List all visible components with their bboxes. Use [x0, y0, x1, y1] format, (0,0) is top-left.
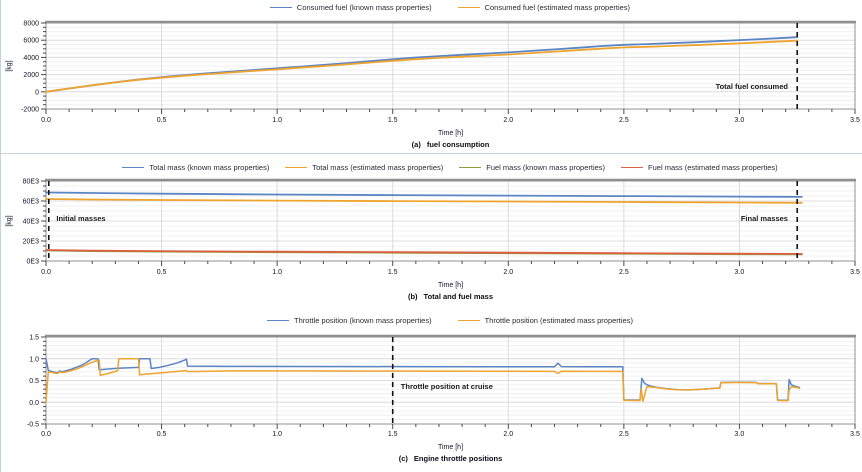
y-tick-label: 4000	[23, 55, 39, 62]
legend-label: Total mass (known mass properties)	[149, 163, 270, 172]
legend-label: Consumed fuel (estimated mass properties…	[484, 3, 631, 12]
chart-caption: (c) Engine throttle positions	[399, 454, 503, 463]
x-tick-label: 1.5	[388, 117, 398, 124]
legend-line-swatch	[285, 167, 308, 168]
y-tick-label: 0E3	[27, 259, 40, 266]
series-line	[45, 249, 803, 255]
y-tick-label: 0.0	[29, 400, 39, 407]
x-tick-label: 3.0	[735, 117, 745, 124]
legend-total-and-fuel-mass: Total mass (known mass properties) Total …	[46, 163, 854, 172]
axis-ticks	[41, 22, 856, 114]
x-tick-label: 0.0	[41, 117, 51, 124]
y-tick-label: 0.5	[29, 378, 39, 385]
x-tick-label: 3.5	[850, 431, 860, 438]
axis-ticks	[41, 180, 856, 266]
y-tick-label: 8000	[23, 21, 39, 28]
x-tick-label: 1.0	[272, 431, 282, 438]
legend-item: Consumed fuel (known mass properties)	[269, 3, 432, 12]
y-tick-label: 60E3	[23, 199, 39, 206]
x-tick-label: 2.0	[503, 269, 513, 276]
legend-line-swatch	[621, 167, 644, 168]
axis-tick-labels: 0.0 0.5 1.0 1.5 2.0 2.5 3.0 3.5-0.50.00.51.01.5	[27, 335, 860, 439]
x-tick-label: 2.5	[619, 431, 629, 438]
chart-engine-throttle-positions: 0.0 0.5 1.0 1.5 2.0 2.5 3.0 3.5-0.50.00.51.01.5…	[27, 335, 860, 464]
y-tick-label: 40E3	[23, 219, 39, 226]
x-tick-label: 1.0	[272, 117, 282, 124]
legend-label: Consumed fuel (known mass properties)	[296, 3, 432, 12]
legend-engine-throttle-positions: Throttle position (known mass properties…	[46, 316, 854, 325]
chart-caption: (b) Total and fuel mass	[408, 292, 493, 301]
x-tick-label: 3.5	[850, 117, 860, 124]
x-tick-label: 3.0	[735, 431, 745, 438]
annotation-label: Final masses	[741, 214, 788, 223]
x-tick-label: 3.0	[735, 269, 745, 276]
x-tick-label: 1.0	[272, 269, 282, 276]
legend-label: Fuel mass (estimated mass properties)	[648, 163, 778, 172]
x-tick-label: 2.5	[619, 269, 629, 276]
x-tick-label: 1.5	[388, 431, 398, 438]
y-axis-label: [kg]	[6, 60, 13, 71]
x-axis-label: Time [h]	[438, 444, 463, 451]
y-tick-label: 80E3	[23, 179, 39, 186]
panel-fuel-consumption: Consumed fuel (known mass properties) Con…	[1, 0, 862, 154]
y-tick-label: 1.5	[29, 335, 39, 342]
series-line	[45, 198, 803, 204]
grid-minor	[46, 26, 855, 106]
annotation-label: Total fuel consumed	[716, 82, 789, 91]
x-tick-label: 0.5	[157, 117, 167, 124]
legend-item: Throttle position (estimated mass proper…	[457, 316, 633, 325]
x-tick-label: 3.5	[850, 269, 860, 276]
series-line	[45, 191, 803, 198]
legend-line-swatch	[459, 167, 482, 168]
y-tick-label: 20E3	[23, 239, 39, 246]
legend-line-swatch	[122, 167, 145, 168]
x-axis-label: Time [h]	[438, 130, 463, 137]
y-tick-label: 6000	[23, 38, 39, 45]
grid-major	[46, 181, 855, 261]
legend-item: Total mass (known mass properties)	[122, 163, 269, 172]
x-tick-label: 2.0	[503, 431, 513, 438]
x-tick-label: 2.0	[503, 117, 513, 124]
legend-line-swatch	[267, 320, 290, 321]
y-tick-label: 2000	[23, 72, 39, 79]
panel-engine-throttle-positions: Throttle position (known mass properties…	[1, 311, 862, 472]
x-tick-label: 0.5	[157, 431, 167, 438]
x-tick-label: 0.5	[157, 269, 167, 276]
annotation-label: Initial masses	[56, 214, 105, 223]
legend-label: Total mass (estimated mass properties)	[312, 163, 444, 172]
chart-fuel-consumption: 0.0 0.5 1.0 1.5 2.0 2.5 3.0 3.5 -2000 0 2000 4000 60…	[6, 21, 860, 150]
chart-total-and-fuel-mass: 0.0 0.5 1.0 1.5 2.0 2.5 3.0 3.5 0E3 20E3 40E3 60E3 8…	[6, 179, 860, 302]
y-tick-label: 1.0	[29, 356, 39, 363]
legend-line-swatch	[457, 320, 480, 321]
legend-item: Fuel mass (estimated mass properties)	[621, 163, 778, 172]
x-tick-label: 1.5	[388, 269, 398, 276]
legend-label: Throttle position (known mass properties…	[294, 316, 432, 325]
legend-item: Consumed fuel (estimated mass properties…	[457, 3, 631, 12]
legend-fuel-consumption: Consumed fuel (known mass properties) Con…	[46, 3, 854, 12]
legend-label: Throttle position (estimated mass proper…	[484, 316, 633, 325]
axis-tick-labels: 0.0 0.5 1.0 1.5 2.0 2.5 3.0 3.5 0E3 20E3 40E3 60E3 8…	[23, 179, 860, 277]
x-tick-label: 0.0	[41, 269, 51, 276]
axis-ticks	[41, 336, 856, 429]
legend-line-swatch	[457, 7, 480, 8]
series-line	[45, 39, 799, 93]
legend-item: Fuel mass (known mass properties)	[459, 163, 605, 172]
legend-item: Throttle position (known mass properties…	[267, 316, 432, 325]
y-axis-label: [kg]	[6, 215, 13, 226]
y-tick-label: -0.5	[27, 422, 39, 429]
legend-item: Total mass (estimated mass properties)	[285, 163, 443, 172]
panel-total-and-fuel-mass: Total mass (known mass properties) Total …	[1, 154, 862, 311]
legend-label: Fuel mass (known mass properties)	[486, 163, 606, 172]
axis-tick-labels: 0.0 0.5 1.0 1.5 2.0 2.5 3.0 3.5 -2000 0 2000 4000 60…	[21, 21, 860, 125]
x-axis-label: Time [h]	[438, 282, 463, 289]
legend-line-swatch	[269, 7, 292, 8]
x-tick-label: 2.5	[619, 117, 629, 124]
x-tick-label: 0.0	[41, 431, 51, 438]
y-tick-label: -2000	[21, 107, 39, 114]
annotation-label: Throttle position at cruise	[401, 382, 493, 391]
chart-caption: (a) fuel consumption	[412, 140, 490, 149]
series-line	[45, 358, 801, 404]
y-tick-label: 0	[35, 89, 39, 96]
